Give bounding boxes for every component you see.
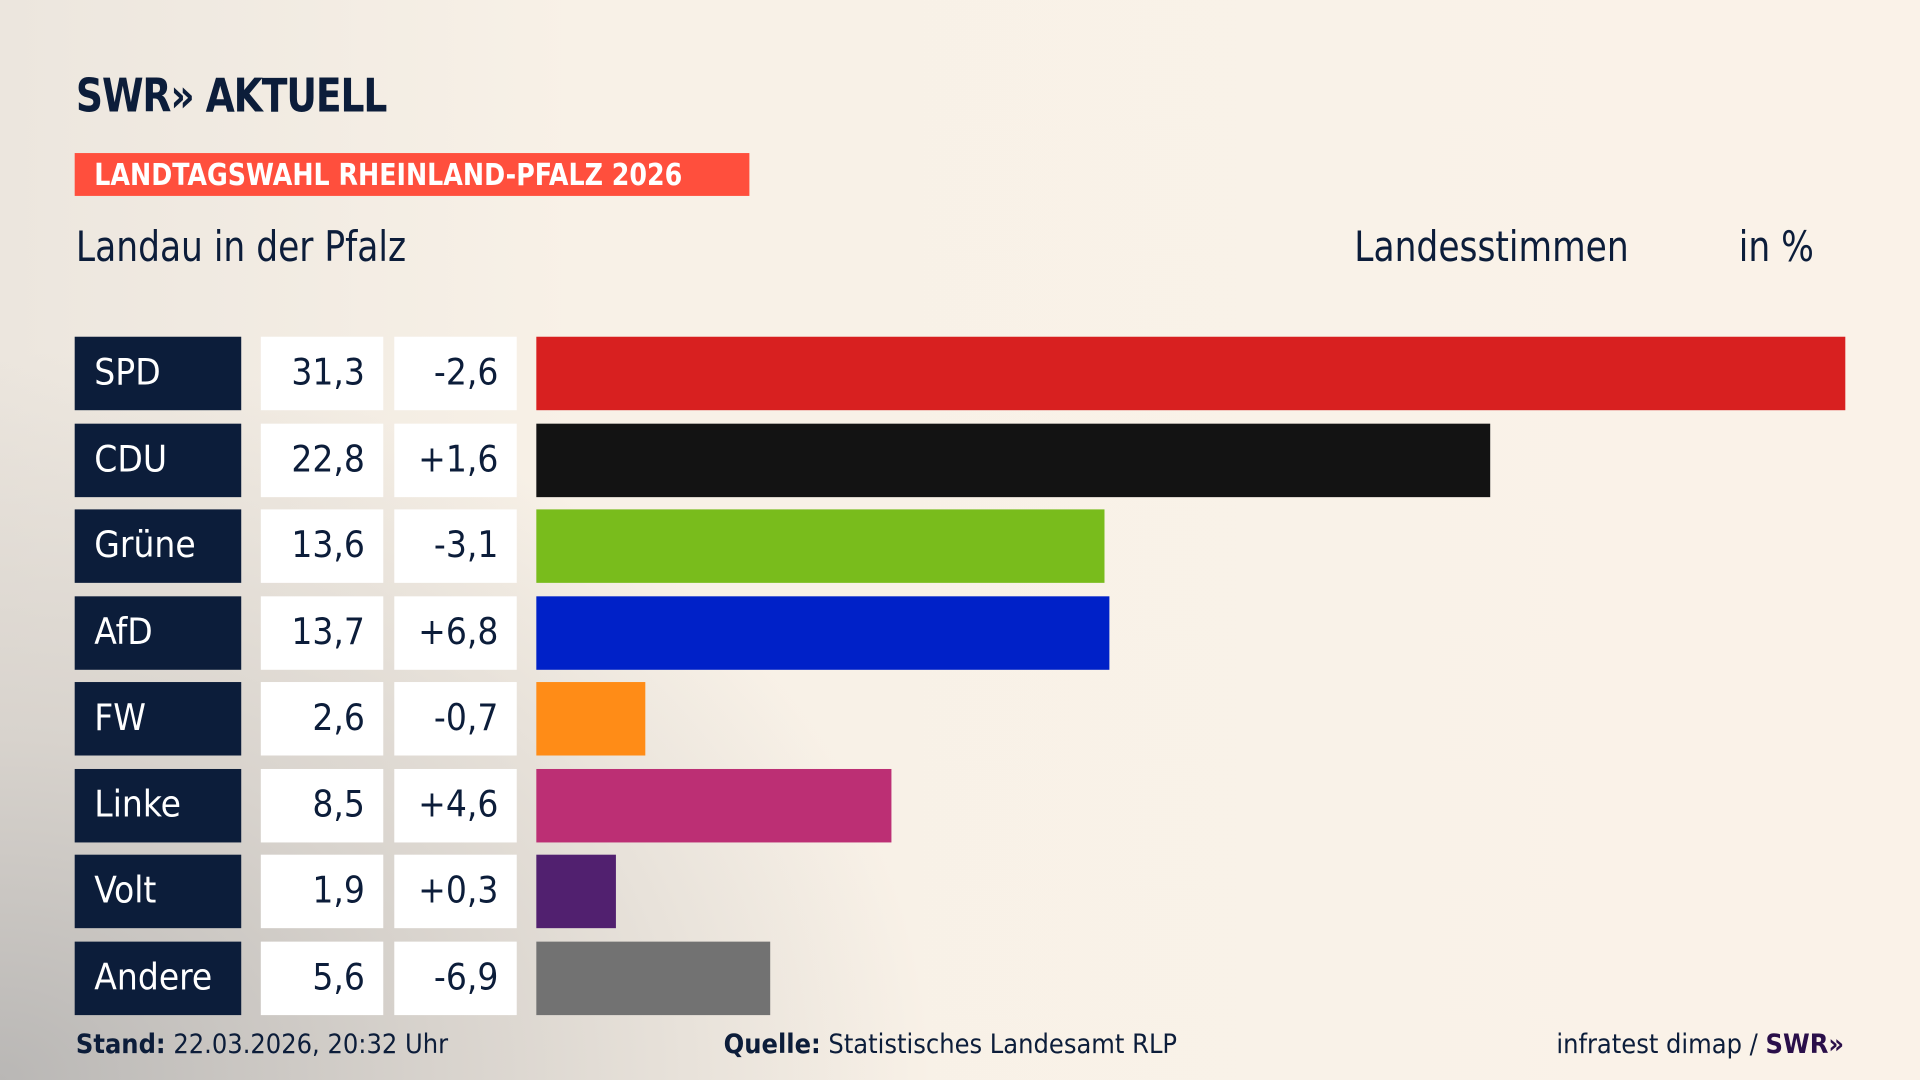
party-label: CDU xyxy=(74,423,242,497)
timestamp: Stand: 22.03.2026, 20:32 Uhr xyxy=(76,1030,448,1061)
bar xyxy=(536,595,1110,670)
value-label: 22,8 xyxy=(260,423,384,497)
source: Quelle: Statistisches Landesamt RLP xyxy=(724,1030,1177,1061)
change-label: +1,6 xyxy=(394,423,517,497)
bar xyxy=(536,336,1846,411)
party-label: Grüne xyxy=(74,509,242,583)
value-label: 1,9 xyxy=(260,854,384,929)
bar xyxy=(536,854,616,929)
stand-value: 22.03.2026, 20:32 Uhr xyxy=(173,1029,449,1061)
change-label: +4,6 xyxy=(394,768,517,842)
region-text: Landau in der Pfalz xyxy=(75,222,407,272)
party-label: Linke xyxy=(74,768,242,842)
banner-text: LANDTAGSWAHL RHEINLAND-PFALZ 2026 xyxy=(94,156,683,193)
change-label: -2,6 xyxy=(394,336,517,411)
source-value: Statistisches Landesamt RLP xyxy=(828,1029,1178,1061)
change-label: +6,8 xyxy=(394,595,517,670)
value-label: 5,6 xyxy=(260,941,384,1015)
party-label: SPD xyxy=(74,336,242,411)
measure-label: Landesstimmen xyxy=(1354,223,1652,272)
bar xyxy=(536,509,1106,583)
change-label: -3,1 xyxy=(394,509,517,583)
party-label: Volt xyxy=(74,854,242,929)
party-label: AfD xyxy=(74,595,242,670)
bar xyxy=(536,768,892,842)
value-label: 13,6 xyxy=(260,509,384,583)
change-label: -6,9 xyxy=(394,941,517,1015)
party-label: Andere xyxy=(74,941,242,1015)
party-label: FW xyxy=(74,682,242,756)
value-label: 31,3 xyxy=(260,336,384,411)
unit-label: in % xyxy=(1739,223,1821,272)
election-banner: LANDTAGSWAHL RHEINLAND-PFALZ 2026 xyxy=(74,153,750,196)
value-label: 2,6 xyxy=(260,682,384,756)
region-title: Landau in der Pfalz xyxy=(76,223,435,272)
credit-text: infratest dimap / xyxy=(1556,1029,1758,1061)
stand-label: Stand: xyxy=(75,1029,166,1061)
bar xyxy=(536,423,1490,497)
change-label: -0,7 xyxy=(394,682,517,756)
bar xyxy=(536,682,646,756)
value-label: 8,5 xyxy=(260,768,384,842)
value-label: 13,7 xyxy=(260,595,384,670)
swr-aktuell-logo: SWR» AKTUELL xyxy=(75,68,387,123)
credit: infratest dimap / SWR» xyxy=(1556,1030,1844,1061)
bar xyxy=(536,941,771,1015)
swr-logo: SWR» xyxy=(1765,1029,1845,1061)
measure-text: Landesstimmen xyxy=(1354,222,1629,272)
source-label: Quelle: xyxy=(723,1029,821,1061)
unit-text: in % xyxy=(1738,222,1814,272)
change-label: +0,3 xyxy=(394,854,517,929)
